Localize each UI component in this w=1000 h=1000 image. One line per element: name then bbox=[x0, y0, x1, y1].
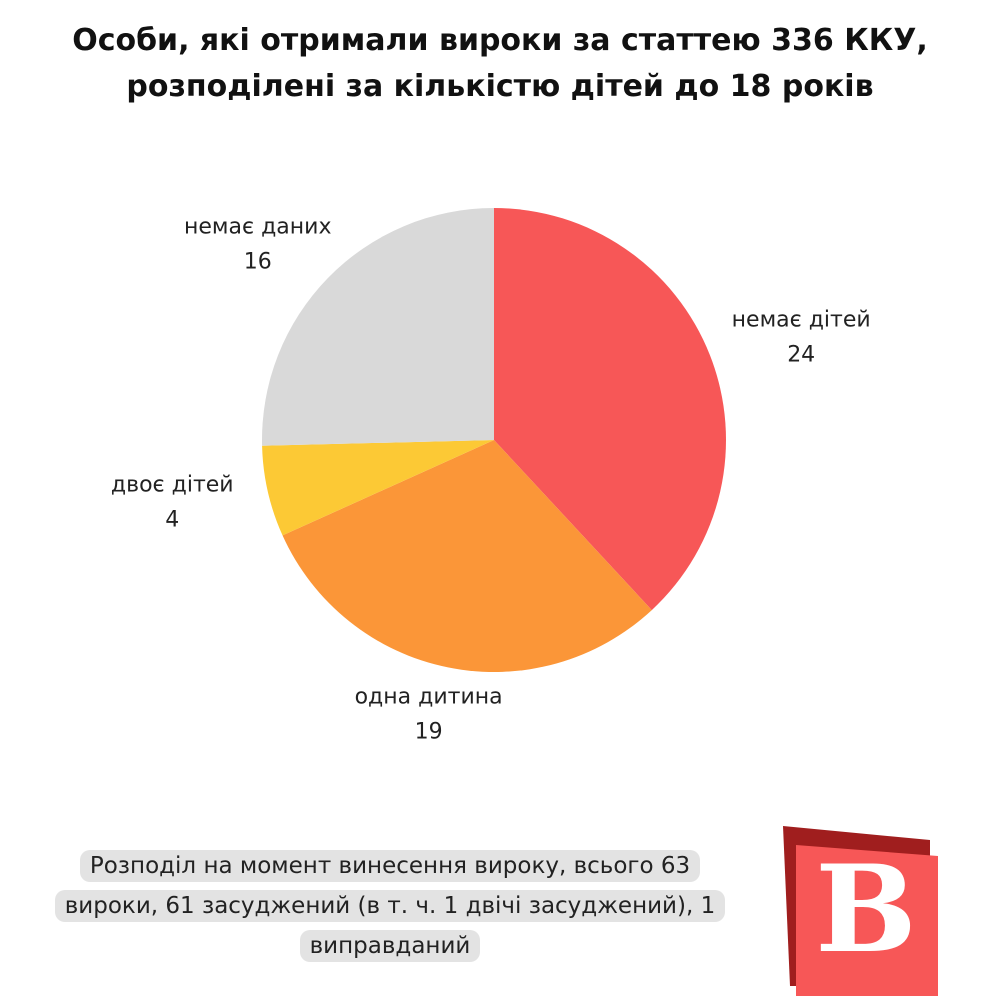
pie-slice bbox=[282, 440, 652, 672]
note-text: Розподіл на момент винесення вироку, всь… bbox=[54, 850, 726, 962]
title-line: розподілені за кількістю дітей до 18 рок… bbox=[126, 69, 874, 104]
pie-slice bbox=[262, 208, 494, 446]
slice-label: одна дитина bbox=[355, 684, 503, 709]
note: Розподіл на момент винесення вироку, всь… bbox=[50, 846, 730, 966]
pie-slice bbox=[262, 440, 494, 536]
slice-label: двоє дітей bbox=[111, 472, 234, 497]
logo-letter: В bbox=[815, 839, 916, 980]
title-line: Особи, які отримали вироки за статтею 33… bbox=[72, 23, 928, 58]
logo: В bbox=[783, 826, 938, 996]
slice-value: 16 bbox=[244, 249, 272, 274]
slice-label: немає даних bbox=[184, 214, 331, 239]
logo-box bbox=[796, 845, 938, 996]
slice-label: немає дітей bbox=[732, 308, 871, 333]
chart-title: Особи, які отримали вироки за статтею 33… bbox=[0, 18, 1000, 110]
slice-value: 4 bbox=[165, 507, 179, 532]
slice-value: 24 bbox=[787, 343, 815, 368]
pie-slice bbox=[494, 208, 726, 611]
slice-value: 19 bbox=[415, 719, 443, 744]
